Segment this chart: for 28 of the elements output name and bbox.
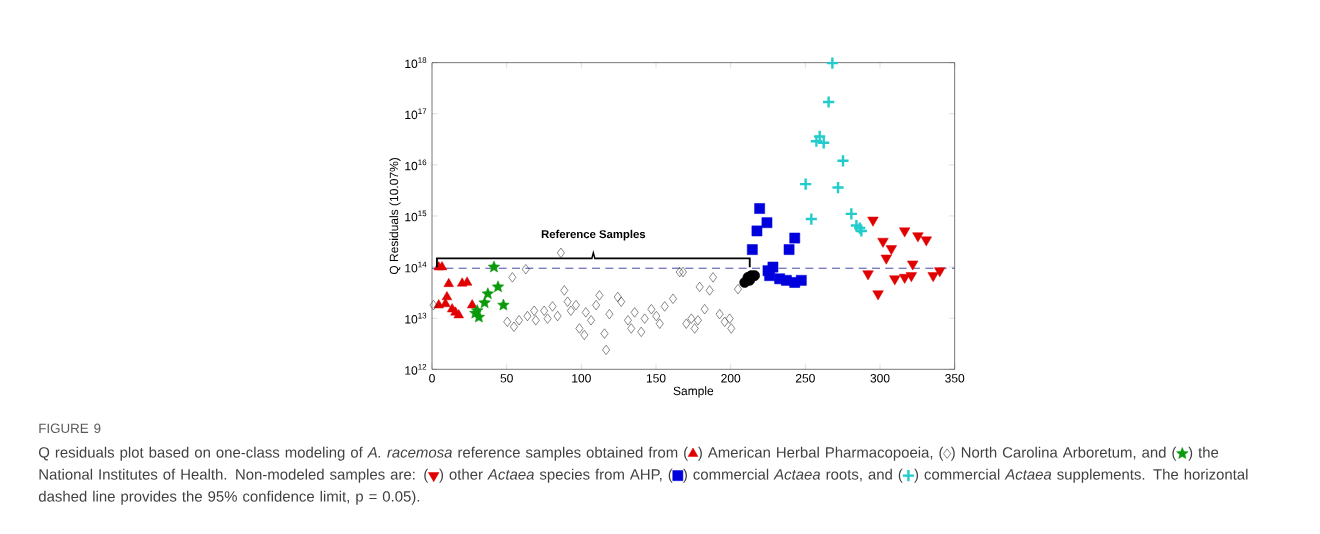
text: ) the	[1188, 446, 1219, 461]
text: ) other Actaea species from AHP, (	[439, 468, 673, 483]
y-tick-label: 10$^{12}$	[405, 363, 427, 375]
x-tick-label: 200	[721, 374, 741, 383]
text: National Institutes of Health. Non-modeled samples are: (	[39, 468, 429, 483]
y-axis-title: Q Residuals (10.07%)	[389, 158, 401, 275]
x-axis-title: Sample	[673, 386, 714, 398]
text: Q residuals plot based on one-class modeling of A. racemosa reference samples obtained from (	[38, 446, 689, 461]
annotation: Reference Samples	[541, 229, 646, 241]
x-tick-label: 100	[572, 374, 591, 383]
text: ) North Carolina Arboretum, and (	[950, 446, 1177, 461]
x-tick-label: 150	[646, 374, 666, 383]
y-tick-label: 10$^{13}$	[405, 312, 427, 324]
y-tick-label: 10$^{17}$	[405, 108, 427, 120]
x-tick-label: 50	[500, 374, 513, 383]
x-tick-label: 250	[795, 374, 815, 383]
text: ) commercial Actaea supplements. The horizontal	[914, 468, 1248, 483]
text: ) commercial Actaea roots, and (	[682, 468, 903, 483]
y-tick-label: 10$^{16}$	[405, 159, 427, 171]
x-tick-label: 300	[870, 374, 890, 383]
y-tick-label: 10$^{18}$	[405, 57, 427, 69]
text: dashed line provides the 95% confidence limit, p = 0.05).	[38, 490, 420, 505]
text: FIGURE 9	[39, 423, 101, 434]
y-tick-label: 10$^{14}$	[405, 261, 427, 273]
x-tick-label: 350	[945, 374, 965, 383]
y-tick-label: 10$^{15}$	[405, 210, 427, 222]
x-tick-label: 0	[429, 374, 435, 383]
text: ) American Herbal Pharmacopoeia, (	[697, 446, 944, 461]
